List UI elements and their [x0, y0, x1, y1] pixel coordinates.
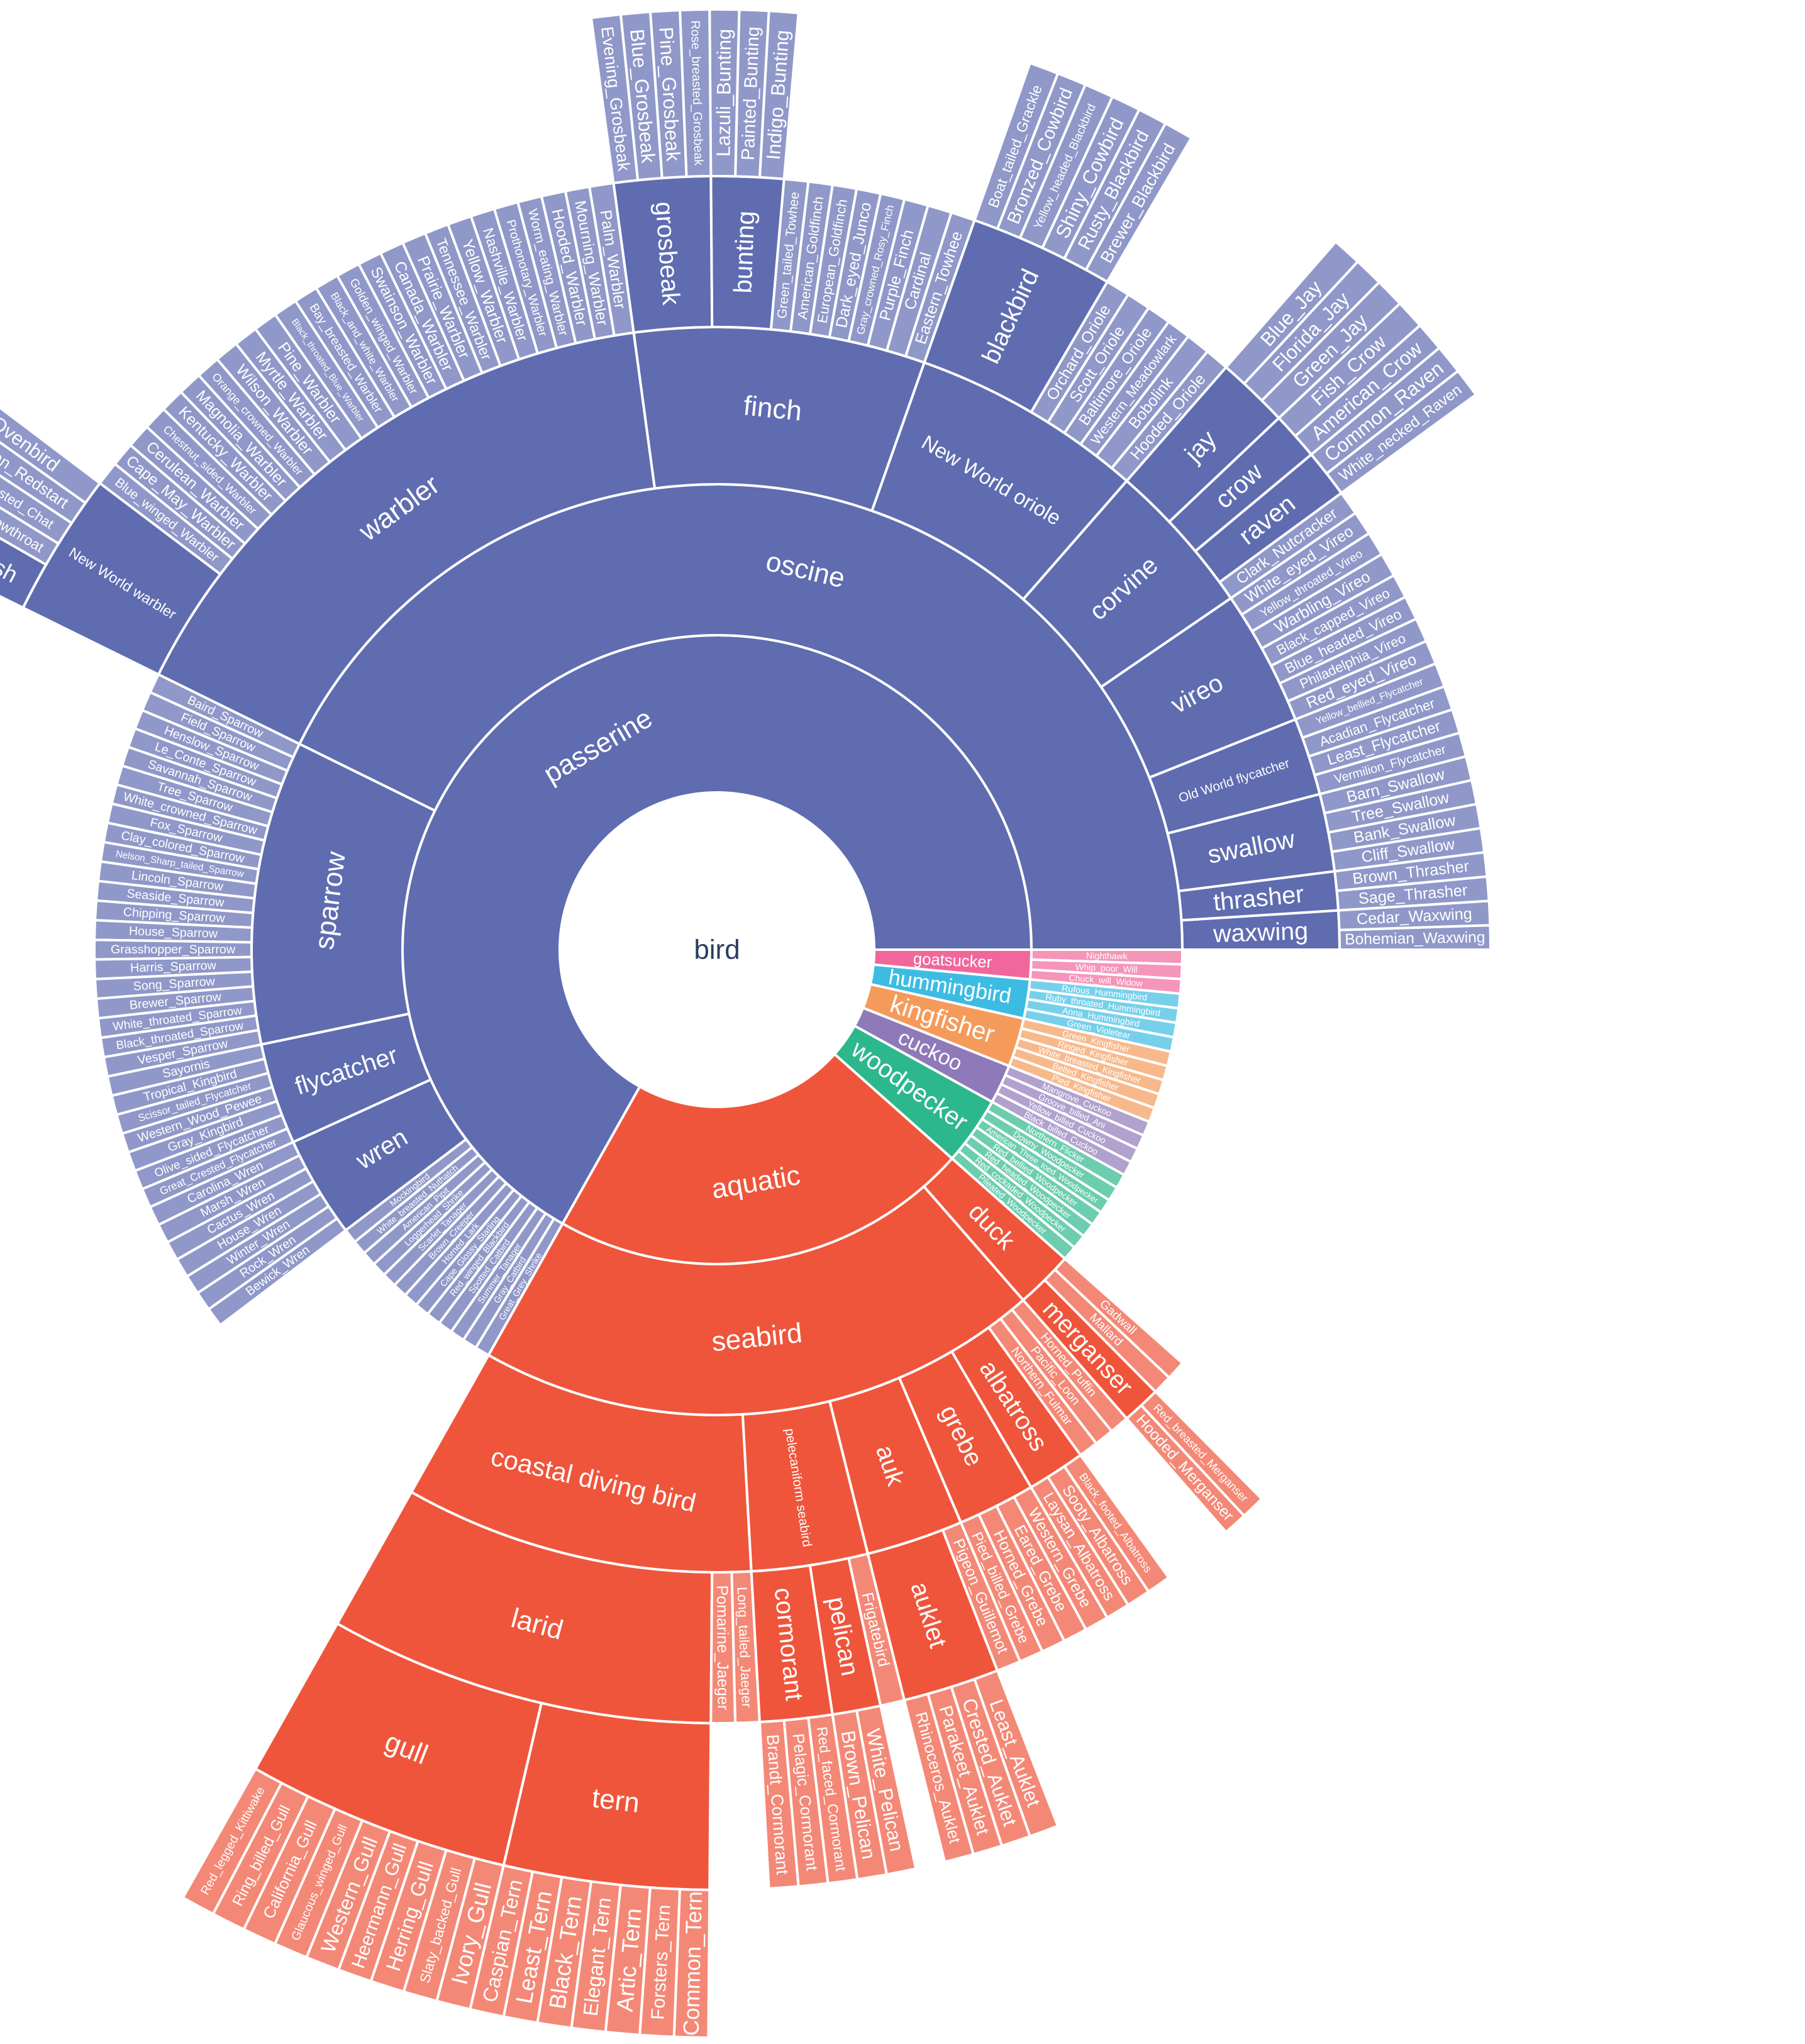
- segment-nighthawk[interactable]: [1030, 948, 1184, 966]
- label-grasshopper-sparrow: Grasshopper_Sparrow: [111, 943, 236, 957]
- segment-water-thrush[interactable]: [0, 482, 48, 610]
- label-whip-poor-will: Whip_poor_Will: [1075, 962, 1138, 975]
- label-lazuli-bunting: Lazuli_Bunting: [712, 29, 735, 157]
- label-tern: tern: [591, 1782, 641, 1819]
- label-bird: bird: [694, 935, 740, 965]
- label-nighthawk: Nighthawk: [1086, 950, 1128, 961]
- label-harris-sparrow: Harris_Sparrow: [130, 958, 217, 975]
- label-waxwing: waxwing: [1213, 917, 1309, 948]
- label-rose-breasted-grosbeak: Rose_breasted_Grosbeak: [688, 20, 705, 165]
- label-common-tern: Common_Tern: [679, 1891, 707, 2036]
- label-house-sparrow: House_Sparrow: [129, 924, 219, 940]
- label-bohemian-waxwing: Bohemian_Waxwing: [1345, 929, 1486, 948]
- segment-bird[interactable]: [560, 792, 874, 1107]
- label-finch: finch: [742, 390, 803, 426]
- label-pomarine-jaeger: Pomarine_Jaeger: [713, 1585, 732, 1710]
- label-bunting: bunting: [729, 210, 760, 294]
- segment-common-tern[interactable]: [672, 1887, 711, 2039]
- sunburst-segments: [0, 8, 1492, 2039]
- label-goatsucker: goatsucker: [913, 950, 992, 972]
